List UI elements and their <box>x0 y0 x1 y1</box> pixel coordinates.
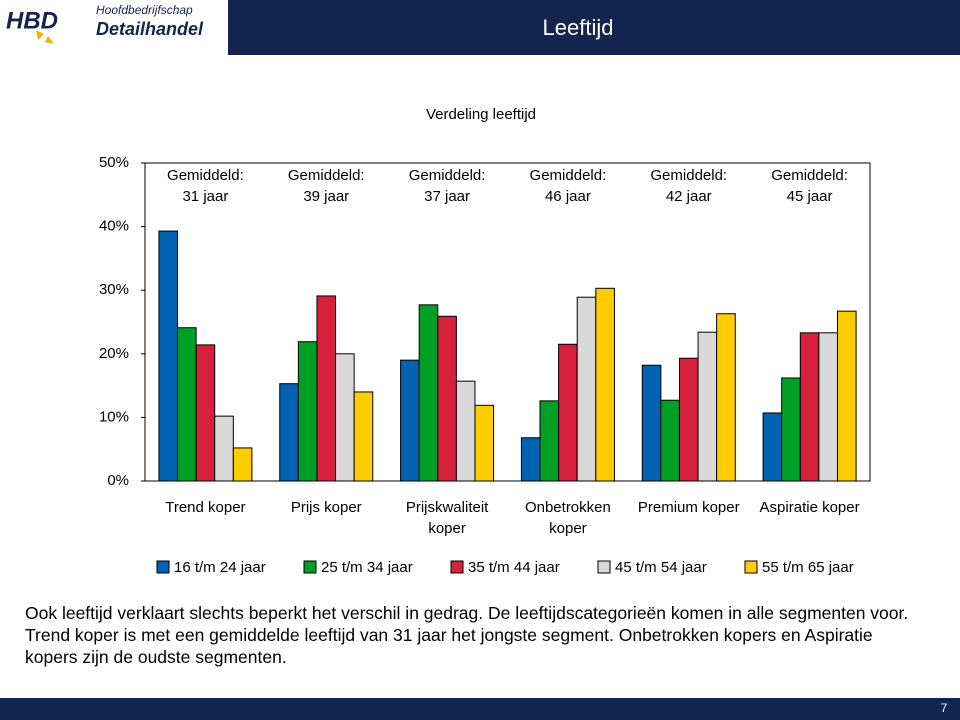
bar <box>818 332 838 482</box>
legend-swatch <box>303 560 317 574</box>
bar <box>836 310 857 482</box>
annotation: Gemiddeld: 45 jaar <box>771 167 848 205</box>
slide-title: Leeftijd <box>543 15 614 40</box>
annotation: Gemiddeld: 31 jaar <box>167 167 244 205</box>
legend-label: 16 t/m 24 jaar <box>174 559 266 576</box>
bar <box>400 359 420 482</box>
x-tick-label: Onbetrokken koper <box>524 499 611 537</box>
legend-label: 45 t/m 54 jaar <box>615 559 707 576</box>
annotation: Gemiddeld: 39 jaar <box>287 167 365 205</box>
bar <box>520 437 541 482</box>
bar <box>678 357 699 482</box>
x-tick-label: Aspiratie koper <box>759 499 860 516</box>
bar <box>158 230 179 482</box>
x-tick-label: Premium koper <box>637 499 740 516</box>
bar <box>316 295 337 482</box>
y-tick-label: 20% <box>99 345 129 362</box>
bar <box>576 296 597 482</box>
bar <box>437 315 457 482</box>
bar <box>232 447 253 482</box>
legend-label: 35 t/m 44 jaar <box>468 559 560 576</box>
legend-swatch <box>450 560 464 574</box>
bar <box>799 332 820 482</box>
legend-label: 25 t/m 34 jaar <box>321 559 413 576</box>
chart-title: Verdeling leeftijd <box>426 106 536 123</box>
page-number: 7 <box>941 701 948 715</box>
x-tick-label: Prijskwaliteit koper <box>405 499 489 537</box>
bar <box>279 383 299 482</box>
header-bar <box>228 0 960 55</box>
bar <box>762 412 783 482</box>
bar <box>558 343 578 482</box>
legend-swatch <box>597 560 611 574</box>
bar <box>214 415 234 482</box>
bar <box>353 391 374 482</box>
y-tick-label: 50% <box>99 154 129 171</box>
logo-abbr: HBD <box>6 7 58 34</box>
bar <box>539 400 560 482</box>
bar <box>595 287 615 482</box>
y-tick-label: 10% <box>99 408 129 425</box>
bar <box>716 313 736 482</box>
bar <box>195 344 216 482</box>
legend-swatch <box>156 560 170 574</box>
bar <box>297 341 318 482</box>
annotation: Gemiddeld: 42 jaar <box>650 167 728 205</box>
plot-frame <box>144 162 871 482</box>
annotation: Gemiddeld: 37 jaar <box>408 167 486 205</box>
bar <box>177 327 197 482</box>
bar <box>697 331 718 482</box>
logo-line2: Detailhandel <box>96 19 204 39</box>
y-tick-label: 30% <box>99 281 129 298</box>
logo-mark <box>36 30 54 44</box>
y-tick-label: 0% <box>107 472 129 489</box>
bar <box>418 304 439 482</box>
y-tick-label: 40% <box>99 218 129 235</box>
bar <box>335 353 355 482</box>
bar <box>641 364 662 482</box>
bar <box>660 399 680 482</box>
logo-line1: Hoofdbedrijfschap <box>96 3 193 17</box>
x-tick-label: Trend koper <box>165 499 246 516</box>
body-text: Ook leeftijd verklaart slechts beperkt h… <box>25 603 909 667</box>
legend-label: 55 t/m 65 jaar <box>762 559 854 576</box>
annotation: Gemiddeld: 46 jaar <box>529 167 607 205</box>
bar <box>474 404 495 482</box>
footer-bar <box>0 698 960 720</box>
bar <box>455 380 476 482</box>
legend-swatch <box>744 560 758 574</box>
bar <box>781 377 801 482</box>
x-tick-label: Prijs koper <box>290 499 362 516</box>
